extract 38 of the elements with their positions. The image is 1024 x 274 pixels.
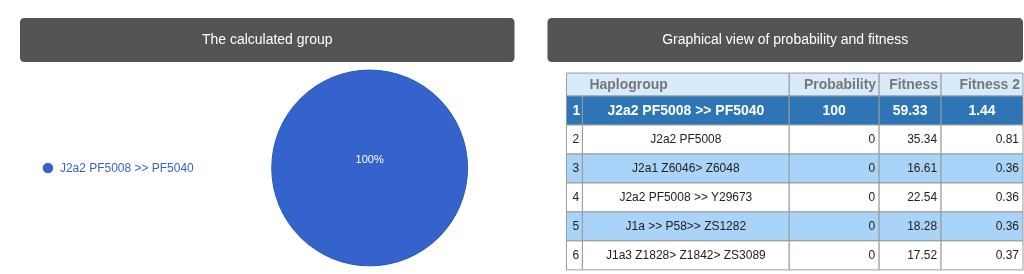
data-label: 0 [868, 132, 876, 147]
data-label: 0.81 [995, 132, 1020, 147]
y2-tick-label: 1 [572, 101, 581, 118]
data-label: 0 [868, 161, 876, 176]
y-axis-title: Haplogroup [589, 75, 668, 92]
data-label: 18.28 [907, 219, 938, 234]
data-label: 0 [868, 190, 876, 205]
y-tick-label: J2a2 PF5008 >> Y29673 [619, 190, 753, 205]
data-label: 0.37 [995, 248, 1020, 263]
y-tick-label: J1a3 Z1828> Z1842> ZS3089 [605, 248, 767, 263]
y-tick-label: J2a2 PF5008 [650, 132, 722, 147]
x-tick-label: Fitness [889, 75, 939, 92]
chart-title: Graphical view of probability and fitness [662, 31, 909, 48]
y-tick-label: J2a1 Z6046> Z6048 [632, 161, 740, 176]
x-tick-label: Probability [803, 75, 877, 92]
data-label: 1.44 [968, 101, 996, 118]
legend-label: J2a2 PF5008 >> PF5040 [59, 160, 195, 175]
y-tick-label: J2a2 PF5008 >> PF5040 [607, 101, 765, 118]
data-label: 17.52 [907, 248, 938, 263]
data-label: 0.36 [995, 161, 1020, 176]
chart-title: The calculated group [202, 31, 333, 48]
data-label: 0.36 [995, 219, 1020, 234]
y2-tick-label: 6 [572, 248, 580, 263]
data-label: 100% [355, 152, 384, 165]
x-tick-label: Fitness 2 [959, 75, 1021, 92]
y2-tick-label: 5 [572, 219, 580, 234]
data-label: 0 [868, 248, 876, 263]
y2-tick-label: 4 [572, 190, 580, 205]
data-label: 0 [868, 219, 876, 234]
data-label: 59.33 [892, 101, 928, 118]
data-label: 100 [822, 101, 847, 118]
y2-tick-label: 2 [572, 132, 580, 147]
data-label: 22.54 [907, 190, 938, 205]
data-label: 0.36 [995, 190, 1020, 205]
data-label: 16.61 [907, 161, 938, 176]
y-tick-label: J1a >> P58>> ZS1282 [625, 219, 747, 234]
y2-tick-label: 3 [572, 161, 580, 176]
data-label: 35.34 [907, 132, 938, 147]
